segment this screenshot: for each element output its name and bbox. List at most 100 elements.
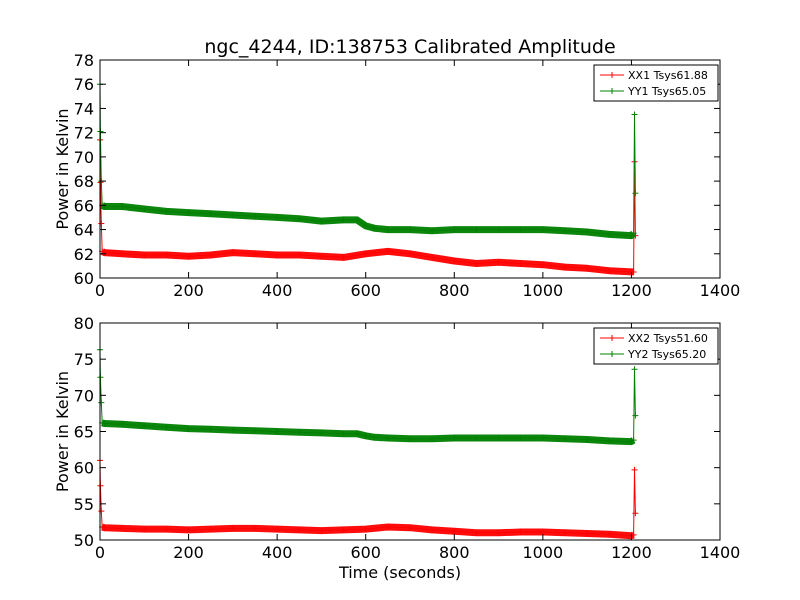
data-point: [517, 529, 524, 536]
data-point: [631, 466, 638, 473]
data-point: [473, 435, 480, 442]
data-point: [229, 249, 236, 256]
data-point: [274, 251, 281, 258]
top-panel: 0 200 400 600 800 1000 1200 1400 60 62 64 66 68 70 72 7…: [53, 51, 740, 300]
data-point: [207, 426, 214, 433]
data-point: [252, 427, 258, 434]
y-tick-label: 70: [74, 386, 94, 405]
data-point: [318, 429, 325, 436]
legend-label: YY2 Tsys65.20: [627, 348, 706, 361]
data-point: [141, 205, 148, 212]
data-point: [632, 510, 639, 517]
data-point: [451, 528, 458, 535]
data-point: [185, 526, 192, 533]
y-tick-label: 70: [74, 148, 94, 167]
x-tick-label: 1400: [700, 543, 741, 562]
data-point: [101, 203, 108, 210]
data-point: [562, 264, 568, 271]
x-tick-label: 1000: [522, 543, 563, 562]
data-point: [539, 261, 546, 268]
y-tick-label: 50: [74, 531, 94, 550]
data-point: [229, 212, 236, 219]
data-point: [296, 251, 303, 258]
data-point: [119, 203, 126, 210]
y-axis-label: Power in Kelvin: [53, 371, 72, 492]
legend-marker: [609, 88, 615, 94]
data-point: [340, 216, 347, 223]
data-point: [384, 523, 391, 530]
data-point: [473, 260, 480, 267]
data-point: [407, 435, 413, 442]
y-tick-label: 64: [74, 221, 94, 240]
y-tick-label: 75: [74, 350, 94, 369]
data-point: [495, 226, 502, 233]
data-point: [539, 226, 546, 233]
data-point: [163, 526, 170, 533]
data-point: [340, 430, 347, 437]
data-point: [495, 435, 502, 442]
data-point: [353, 430, 360, 437]
data-point: [353, 216, 360, 223]
data-point: [606, 437, 613, 444]
data-point: [296, 215, 303, 222]
y-tick-label: 68: [74, 172, 94, 191]
data-point: [163, 251, 170, 258]
y-tick-label: 55: [74, 495, 94, 514]
data-point: [274, 214, 281, 221]
x-tick-label: 400: [262, 543, 293, 562]
data-point: [429, 227, 436, 234]
data-point: [296, 526, 303, 533]
data-point: [407, 226, 413, 233]
data-point: [119, 525, 126, 532]
data-point: [429, 435, 436, 442]
data-point: [163, 208, 170, 215]
x-tick-label: 800: [439, 281, 470, 300]
data-point: [141, 526, 148, 533]
data-point: [229, 427, 236, 434]
chart-title: ngc_4244, ID:138753 Calibrated Amplitude: [204, 36, 615, 58]
data-point: [495, 529, 502, 536]
y-tick-label: 76: [74, 75, 94, 94]
data-point: [229, 525, 236, 532]
data-point: [517, 226, 524, 233]
legend-marker: [609, 351, 615, 357]
data-point: [562, 435, 568, 442]
data-point: [371, 434, 378, 441]
x-tick-label: 1000: [522, 281, 563, 300]
data-point: [318, 218, 325, 225]
data-point: [252, 213, 258, 220]
data-point: [407, 250, 413, 257]
data-point: [606, 531, 613, 538]
legend-marker: [609, 335, 615, 341]
x-tick-label: 800: [439, 543, 470, 562]
data-point: [141, 422, 148, 429]
data-point: [252, 250, 258, 257]
data-point: [340, 526, 347, 533]
data-point: [274, 428, 281, 435]
y-tick-label: 60: [74, 269, 94, 288]
y-axis-label: Power in Kelvin: [53, 108, 72, 229]
y-tick-label: 65: [74, 423, 94, 442]
data-point: [584, 530, 591, 537]
plot-frame: [99, 59, 721, 279]
legend-box: [593, 327, 719, 365]
x-tick-label: 1400: [700, 281, 741, 300]
data-point: [630, 268, 637, 275]
data-point: [98, 508, 105, 515]
data-point: [207, 210, 214, 217]
x-tick-label: 1200: [611, 281, 652, 300]
legend-label: XX1 Tsys61.88: [628, 69, 708, 82]
data-point: [407, 524, 413, 531]
y-tick-label: 80: [74, 314, 94, 333]
data-point: [630, 230, 637, 237]
data-point: [101, 420, 108, 427]
data-point: [185, 253, 192, 260]
x-tick-label: 0: [95, 543, 105, 562]
data-point: [163, 424, 170, 431]
legend-label: XX2 Tsys51.60: [628, 332, 708, 345]
data-point: [98, 399, 105, 406]
y-tick-label: 74: [74, 99, 94, 118]
legend-label: YY1 Tsys65.05: [627, 85, 706, 98]
x-tick-label: 1200: [611, 543, 652, 562]
data-point: [562, 529, 568, 536]
